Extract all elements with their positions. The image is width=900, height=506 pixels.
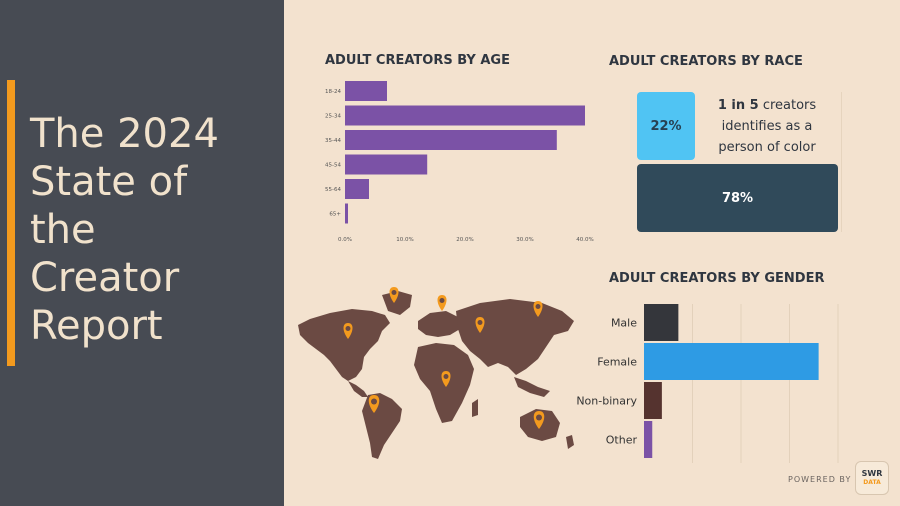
location-pins — [343, 287, 545, 429]
location-pin-icon — [368, 395, 380, 413]
logo-text-secondary: DATA — [863, 479, 881, 486]
location-pin-icon — [343, 323, 353, 339]
race-callout-bold: 1 in 5 — [717, 98, 759, 113]
age-bar — [345, 203, 348, 224]
report-title-line: The 2024 — [30, 111, 219, 157]
south-america-shape — [362, 393, 402, 459]
report-title-line: Creator — [30, 255, 180, 301]
north-america-shape — [298, 309, 390, 381]
race-callout-text: creators identifies as a person of color — [718, 98, 817, 155]
age-bar — [345, 179, 369, 199]
report-title-line: the — [30, 207, 96, 253]
location-pin-icon — [475, 317, 485, 333]
report-title-line: Report — [30, 303, 163, 349]
europe-shape — [418, 311, 460, 337]
gender-chart-title: ADULT CREATORS BY GENDER — [609, 271, 825, 286]
gender-tick-label: Non-binary — [576, 395, 637, 408]
age-x-tick-label: 40.0% — [576, 237, 593, 243]
age-x-tick-label: 0.0% — [338, 237, 352, 243]
age-tick-label: 45-54 — [325, 163, 341, 169]
age-tick-label: 25-34 — [325, 114, 341, 120]
age-bar — [345, 81, 387, 101]
report-title-line: State of — [30, 159, 188, 205]
age-bar — [345, 154, 428, 175]
race-chart-title: ADULT CREATORS BY RACE — [609, 54, 803, 69]
asia-shape — [456, 299, 574, 375]
powered-by-label: POWERED BY — [788, 475, 852, 484]
new-zealand-shape — [566, 435, 574, 449]
report-title: The 2024 State of the Creator Report — [30, 110, 280, 350]
swr-data-logo: SWR DATA — [855, 461, 889, 495]
logo-text-primary: SWR — [861, 469, 883, 478]
race-white-value: 78% — [721, 190, 754, 206]
race-callout: 1 in 5 creators identifies as a person o… — [703, 95, 831, 158]
gender-bar-chart: Male Female Non-binary Other — [576, 304, 839, 463]
age-bar-chart: 18-24 25-34 35-44 45-54 55-64 65+ 0.0% 10.0% 20.… — [325, 81, 594, 243]
southeast-asia-shape — [514, 377, 550, 397]
age-x-tick-label: 30.0% — [516, 237, 533, 243]
age-x-tick-label: 20.0% — [456, 237, 473, 243]
madagascar-shape — [472, 399, 478, 417]
gender-bar — [644, 421, 653, 458]
age-x-tick-label: 10.0% — [396, 237, 413, 243]
age-tick-label: 18-24 — [325, 89, 341, 95]
map-land — [298, 291, 574, 459]
gender-bar — [644, 304, 679, 341]
gender-tick-label: Male — [611, 317, 637, 330]
race-poc-value: 22% — [650, 118, 682, 134]
age-tick-label: 35-44 — [325, 138, 341, 144]
title-panel: The 2024 State of the Creator Report — [0, 0, 284, 506]
age-tick-label: 55-64 — [325, 187, 341, 193]
accent-bar — [7, 80, 15, 366]
location-pin-icon — [533, 301, 543, 317]
race-poc-bar: 22% — [637, 92, 695, 160]
location-pin-icon — [533, 411, 545, 429]
gender-bar — [644, 382, 662, 419]
race-gridline — [841, 92, 842, 232]
age-bar — [345, 105, 585, 126]
gender-bar — [644, 343, 819, 380]
age-bar — [345, 130, 557, 150]
world-map — [298, 287, 574, 459]
age-chart-title: ADULT CREATORS BY AGE — [325, 53, 510, 68]
age-tick-label: 65+ — [329, 212, 341, 218]
race-white-bar: 78% — [637, 164, 838, 232]
gender-tick-label: Female — [597, 356, 637, 369]
greenland-shape — [382, 291, 412, 315]
location-pin-icon — [441, 371, 451, 387]
gender-tick-label: Other — [606, 434, 638, 447]
central-america-shape — [348, 381, 368, 397]
location-pin-icon — [437, 295, 447, 311]
location-pin-icon — [389, 287, 399, 303]
